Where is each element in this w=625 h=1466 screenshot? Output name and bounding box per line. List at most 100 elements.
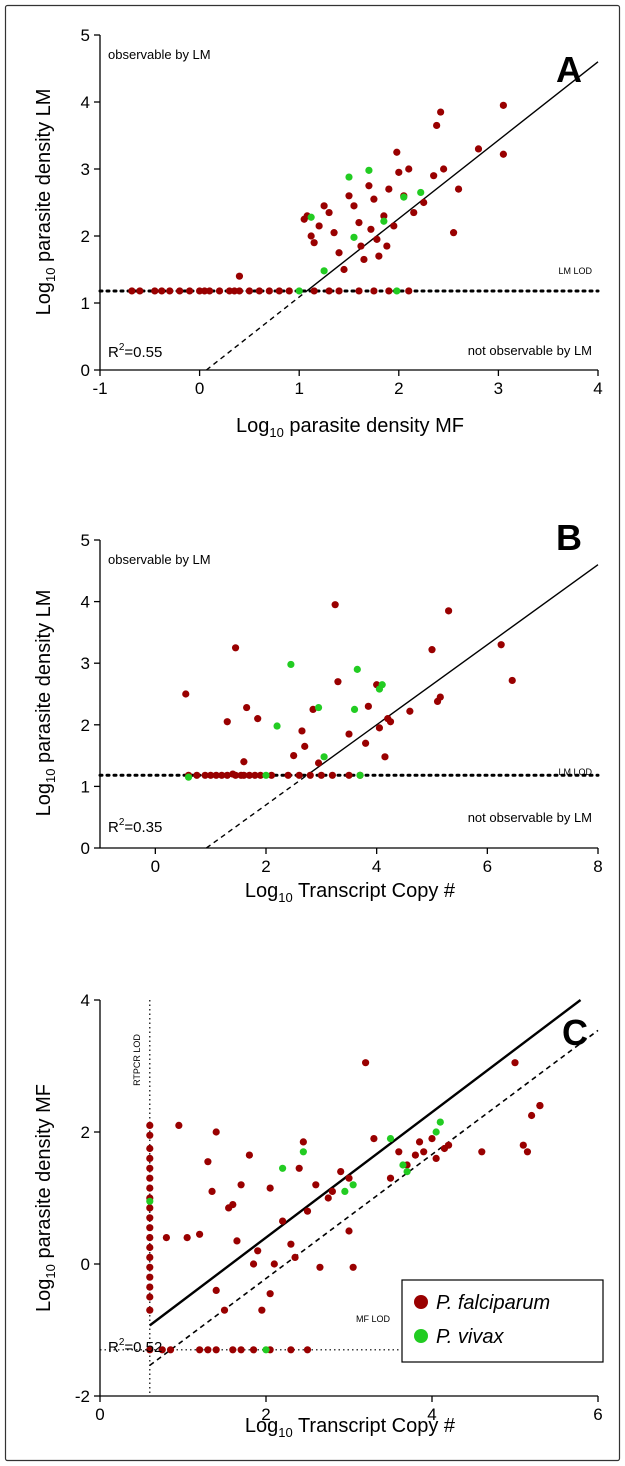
panel-b-x-tick-label: 8 [593,857,602,876]
panel-a-x-tick-label: -1 [92,379,107,398]
panel-a-falciparum-point [405,165,413,173]
panel-c-vivax-point [399,1161,407,1169]
panel-c-falciparum-point [233,1237,241,1245]
panel-c-x-tick-label: 2 [261,1405,270,1424]
panel-a-y-tick-label: 4 [81,93,90,112]
panel-c-falciparum-point [183,1234,191,1242]
panel-c-lod-label: MF LOD [356,1314,391,1324]
panel-a-x-tick-label: 3 [494,379,503,398]
panel-c-vivax-point [262,1346,270,1354]
panel-a-falciparum-point [285,287,293,295]
panel-b-letter: B [556,517,582,558]
panel-c-y-tick-label: 0 [81,1255,90,1274]
panel-a-x-tick-label: 1 [294,379,303,398]
panel-c-falciparum-point [146,1283,154,1291]
panel-a-falciparum-point [420,198,428,207]
panel-b-falciparum-point [231,771,240,779]
panel-b-falciparum-point [298,727,306,735]
panel-a-falciparum-point [235,272,244,280]
panel-b-falciparum-point [497,641,505,649]
panel-b-falciparum-point [201,771,209,779]
panel-a-falciparum-point [186,287,194,295]
panel-b-falciparum-point [375,724,384,732]
panel-c-falciparum-point [229,1201,237,1209]
panel-c-falciparum-point [345,1174,353,1182]
panel-a-falciparum-point [405,287,413,295]
panel-b-x-tick-label: 2 [261,857,270,876]
panel-a-vivax-point [307,213,315,221]
panel-b-falciparum-point [207,771,215,779]
panel-b-y-tick-label: 2 [81,716,90,735]
panel-c-letter: C [562,1012,588,1053]
legend-vivax-marker [414,1329,428,1343]
panel-a-fit-line [306,61,599,292]
panel-c-falciparum-point [245,1151,253,1159]
panel-c-falciparum-point [511,1059,519,1067]
panel-a-falciparum-point [367,225,375,233]
panel-a-falciparum-point [340,265,348,274]
panel-c-falciparum-point [324,1194,332,1202]
panel-c-falciparum-point [536,1102,544,1110]
figure-border [4,4,621,1462]
panel-a-falciparum-point [335,249,343,257]
panel-c-vivax-point [299,1148,307,1156]
panel-c-falciparum-point [196,1230,204,1238]
panel-b-falciparum-point [223,771,231,779]
panel-a-falciparum-point [255,287,263,295]
panel-c-falciparum-point [146,1154,154,1162]
panel-c-falciparum-point [528,1111,536,1120]
panel-a-falciparum-point [335,287,343,295]
panel-c-falciparum-point [303,1346,312,1354]
panel-c-falciparum-point [146,1346,154,1354]
panel-b-falciparum-point [306,771,314,779]
panel-b-fit-line [306,564,599,776]
panel-b-y-label: Log10 parasite density LM [33,590,58,817]
panel-a-vivax-point [365,166,373,174]
panel-b-falciparum-point [251,771,259,779]
panel-c-falciparum-point [303,1207,312,1215]
panel-c-y-tick-label: -2 [75,1387,90,1406]
panel-b-falciparum-point [345,730,353,738]
panel-a-y-tick-label: 0 [81,361,90,380]
panel-c-falciparum-point [312,1181,320,1189]
panel-c-falciparum-point [420,1148,428,1156]
panel-c-falciparum-point [415,1138,424,1146]
panel-a-falciparum-point [230,287,239,295]
panel-a-falciparum-point [383,242,391,250]
panel-c-falciparum-point [445,1141,453,1149]
panel-b-falciparum-point [331,601,339,609]
panel-c-falciparum-point [204,1158,212,1166]
panel-a-x-tick-label: 4 [593,379,602,398]
panel-c-falciparum-point [258,1306,266,1314]
panel-c-vivax-point [386,1135,395,1143]
panel-a-falciparum-point [158,287,166,295]
panel-c-falciparum-point [345,1227,353,1235]
panel-b-annotation-bottom: not observable by LM [468,810,592,825]
panel-c-falciparum-point [249,1346,258,1354]
panel-c-falciparum-point [270,1260,278,1268]
panel-b-vivax-point [353,665,361,673]
panel-c-falciparum-point [158,1346,166,1354]
panel-a-falciparum-point [449,229,458,237]
panel-c-falciparum-point [316,1263,324,1271]
panel-a-falciparum-point [176,287,184,295]
panel-a-falciparum-point [499,101,507,109]
panel-c-falciparum-point [212,1128,220,1136]
panel-c-falciparum-point [146,1234,154,1242]
panel-c-falciparum-point [249,1260,258,1268]
panel-c-falciparum-point [162,1234,170,1242]
panel-c-falciparum-point [279,1217,287,1225]
panel-c-text: C MF LOD RTPCR LOD R2=0.52 Log10 Transcr… [33,1012,604,1440]
panel-b-falciparum-point [364,702,372,710]
panel-a-falciparum-point [373,235,381,243]
panel-a-y-tick-label: 5 [81,26,90,45]
panel-a-falciparum-point [357,242,365,250]
panel-a-falciparum-point [393,148,401,156]
panel-c-falciparum-point [237,1346,245,1354]
panel-a-falciparum-point [430,172,438,180]
panel-c-falciparum-point [204,1346,212,1354]
panel-c-falciparum-point [291,1253,299,1261]
panel-a-lod-label: LM LOD [558,266,592,276]
panel-a-falciparum-point [275,287,283,295]
panel-b-falciparum-point [243,703,251,712]
